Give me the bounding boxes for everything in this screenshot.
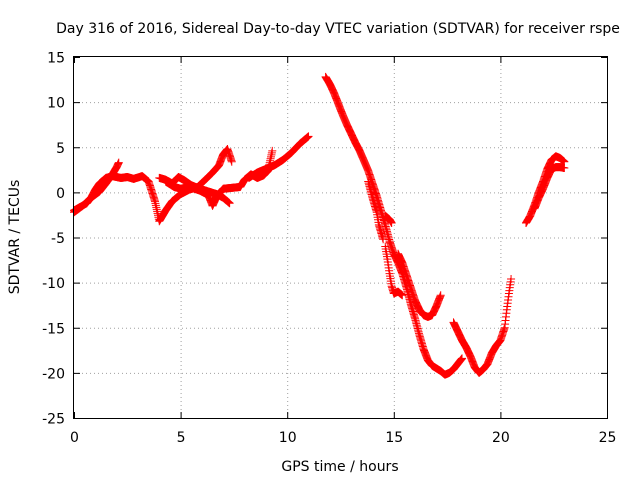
chart-title: Day 316 of 2016, Sidereal Day-to-day VTE… — [56, 21, 620, 37]
plot-frame — [73, 56, 608, 419]
x-tick-label: 10 — [279, 430, 297, 446]
y-tick-label: 15 — [47, 51, 65, 67]
y-tick-label: -20 — [42, 366, 65, 382]
x-ticks: 0 5 10 15 20 25 — [70, 57, 616, 446]
y-tick-label: -5 — [51, 231, 65, 247]
data-series — [530, 163, 569, 213]
data-series — [364, 177, 388, 244]
data-series — [381, 211, 396, 228]
data-series — [70, 158, 123, 217]
data-point — [436, 291, 445, 300]
x-tick-label: 0 — [70, 430, 79, 446]
data-point — [304, 132, 313, 141]
y-ticks: -25 -20 -15 -10 -5 0 5 10 15 — [42, 51, 607, 428]
plot-area — [70, 72, 569, 379]
x-tick-label: 20 — [492, 430, 510, 446]
y-tick-label: -25 — [42, 412, 65, 428]
data-point — [398, 291, 407, 300]
y-tick-label: 10 — [47, 96, 65, 112]
x-tick-label: 5 — [177, 430, 186, 446]
grid — [74, 57, 607, 418]
data-series — [449, 275, 516, 377]
x-axis-label: GPS time / hours — [281, 459, 398, 475]
data-point — [560, 164, 569, 173]
data-point — [458, 354, 467, 363]
x-tick-label: 15 — [385, 430, 403, 446]
data-point — [387, 219, 396, 228]
y-tick-label: -10 — [42, 276, 65, 292]
data-point — [379, 235, 388, 244]
data-series — [244, 132, 313, 182]
x-tick-label: 25 — [599, 430, 617, 446]
y-tick-label: -15 — [42, 321, 65, 337]
data-point — [225, 199, 234, 208]
y-axis-label: SDTVAR / TECUs — [7, 180, 23, 295]
data-point — [114, 158, 123, 167]
data-point — [227, 157, 236, 166]
data-series — [70, 145, 236, 226]
data-series — [394, 249, 445, 321]
data-series — [321, 72, 467, 379]
y-tick-label: 0 — [56, 186, 65, 202]
y-tick-label: 5 — [56, 141, 65, 157]
data-series — [381, 242, 407, 300]
data-point — [268, 146, 277, 155]
data-point — [507, 275, 516, 284]
